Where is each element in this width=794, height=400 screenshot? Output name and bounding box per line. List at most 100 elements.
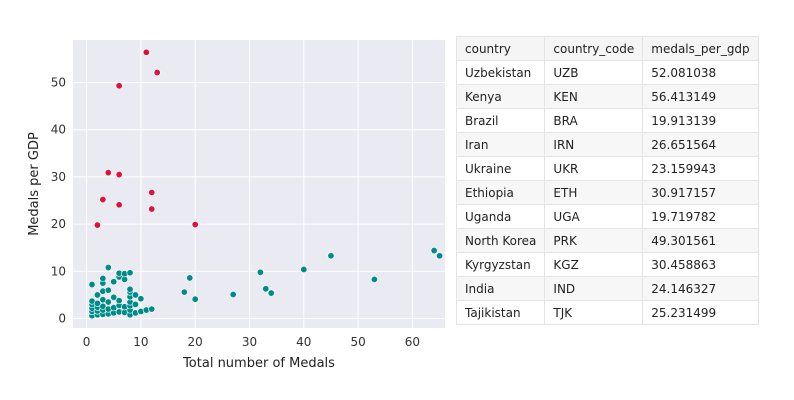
cell-country-code: UGA [544,204,644,229]
table-row: Uzbekistan UZB 52.081038 [455,60,759,85]
cell-medals-per-gdp: 30.917157 [642,180,759,205]
x-tick-label: 40 [296,335,311,349]
table-row: Kyrgyzstan KGZ 30.458863 [455,252,759,277]
data-point [148,205,156,213]
cell-medals-per-gdp: 52.081038 [642,60,759,85]
cell-country: Uganda [455,204,546,229]
table-header-row: country country_code medals_per_gdp [455,36,759,61]
data-point [327,252,335,260]
cell-country: Iran [455,132,546,157]
data-point [93,291,101,299]
cell-country: Kyrgyzstan [455,252,546,277]
cell-country: Uzbekistan [455,60,546,85]
cell-medals-per-gdp: 19.913139 [642,108,759,133]
cell-country-code: KGZ [544,252,644,277]
cell-country-code: UKR [544,156,644,181]
table-row: Brazil BRA 19.913139 [455,108,759,133]
tick-labels: 0 10 20 30 40 50 60 0 10 20 30 40 50 [51,75,420,349]
cell-country-code: IRN [544,132,644,157]
cell-country: India [455,276,546,301]
cell-medals-per-gdp: 19.719782 [642,204,759,229]
y-tick-label: 30 [51,170,66,184]
table-row: Tajikistan TJK 25.231499 [455,300,759,325]
plot-area [73,40,445,328]
cell-country-code: TJK [544,300,644,325]
data-point [300,265,308,273]
data-point [148,305,156,313]
y-tick-label: 10 [51,264,66,278]
data-point [126,269,134,277]
column-header-country-code: country_code [544,36,644,61]
y-tick-label: 0 [58,312,66,326]
cell-country: Ethiopia [455,180,546,205]
data-point [430,247,438,255]
column-header-medals-per-gdp: medals_per_gdp [642,36,759,61]
data-point [115,201,123,209]
data-point [93,299,101,307]
data-point [131,300,139,308]
scatter-chart: 0 10 20 30 40 50 60 0 10 20 30 40 50 Total number of… [27,40,445,371]
data-point [267,289,275,297]
data-point [99,274,107,282]
data-point [104,298,112,306]
cell-country-code: IND [544,276,644,301]
cell-country-code: KEN [544,84,644,109]
data-point [88,281,96,289]
data-point [115,171,123,179]
data-point [142,48,150,56]
data-point [115,297,123,305]
cell-country: Brazil [455,108,546,133]
cell-medals-per-gdp: 26.651564 [642,132,759,157]
table-row: Iran IRN 26.651564 [455,132,759,157]
table-row: North Korea PRK 49.301561 [455,228,759,253]
table-row: Uganda UGA 19.719782 [455,204,759,229]
cell-country: Kenya [455,84,546,109]
data-point [186,274,194,282]
column-header-country: country [455,36,546,61]
cell-country-code: BRA [544,108,644,133]
x-tick-label: 50 [350,335,365,349]
data-point [256,268,264,276]
data-point [180,288,188,296]
data-point [115,82,123,90]
data-point [110,293,118,301]
y-tick-label: 50 [51,75,66,89]
table-row: Ethiopia ETH 30.917157 [455,180,759,205]
data-point [191,221,199,229]
x-tick-label: 20 [188,335,203,349]
data-point [104,286,112,294]
data-point [131,291,139,299]
table-row: Ukraine UKR 23.159943 [455,156,759,181]
x-tick-label: 60 [405,335,420,349]
data-point [99,196,107,204]
cell-country: North Korea [455,228,546,253]
cell-country-code: UZB [544,60,644,85]
x-tick-label: 30 [242,335,257,349]
data-point [436,252,444,260]
cell-medals-per-gdp: 23.159943 [642,156,759,181]
data-point [93,221,101,229]
y-axis-title: Medals per GDP [27,132,42,236]
cell-medals-per-gdp: 24.146327 [642,276,759,301]
cell-country-code: ETH [544,180,644,205]
x-tick-label: 10 [133,335,148,349]
scatter-points [88,48,444,320]
data-point [126,285,134,293]
data-point [104,264,112,272]
data-point [148,188,156,196]
data-point [153,69,161,77]
y-tick-label: 20 [51,217,66,231]
x-axis-title: Total number of Medals [182,356,335,371]
data-point [104,169,112,177]
data-point [191,295,199,303]
data-point [229,290,237,298]
cell-medals-per-gdp: 56.413149 [642,84,759,109]
cell-country: Tajikistan [455,300,546,325]
table-row: Kenya KEN 56.413149 [455,84,759,109]
x-tick-label: 0 [83,335,91,349]
data-point [370,275,378,283]
grid-lines [73,40,445,328]
data-point [137,295,145,303]
table-row: India IND 24.146327 [455,276,759,301]
cell-medals-per-gdp: 49.301561 [642,228,759,253]
